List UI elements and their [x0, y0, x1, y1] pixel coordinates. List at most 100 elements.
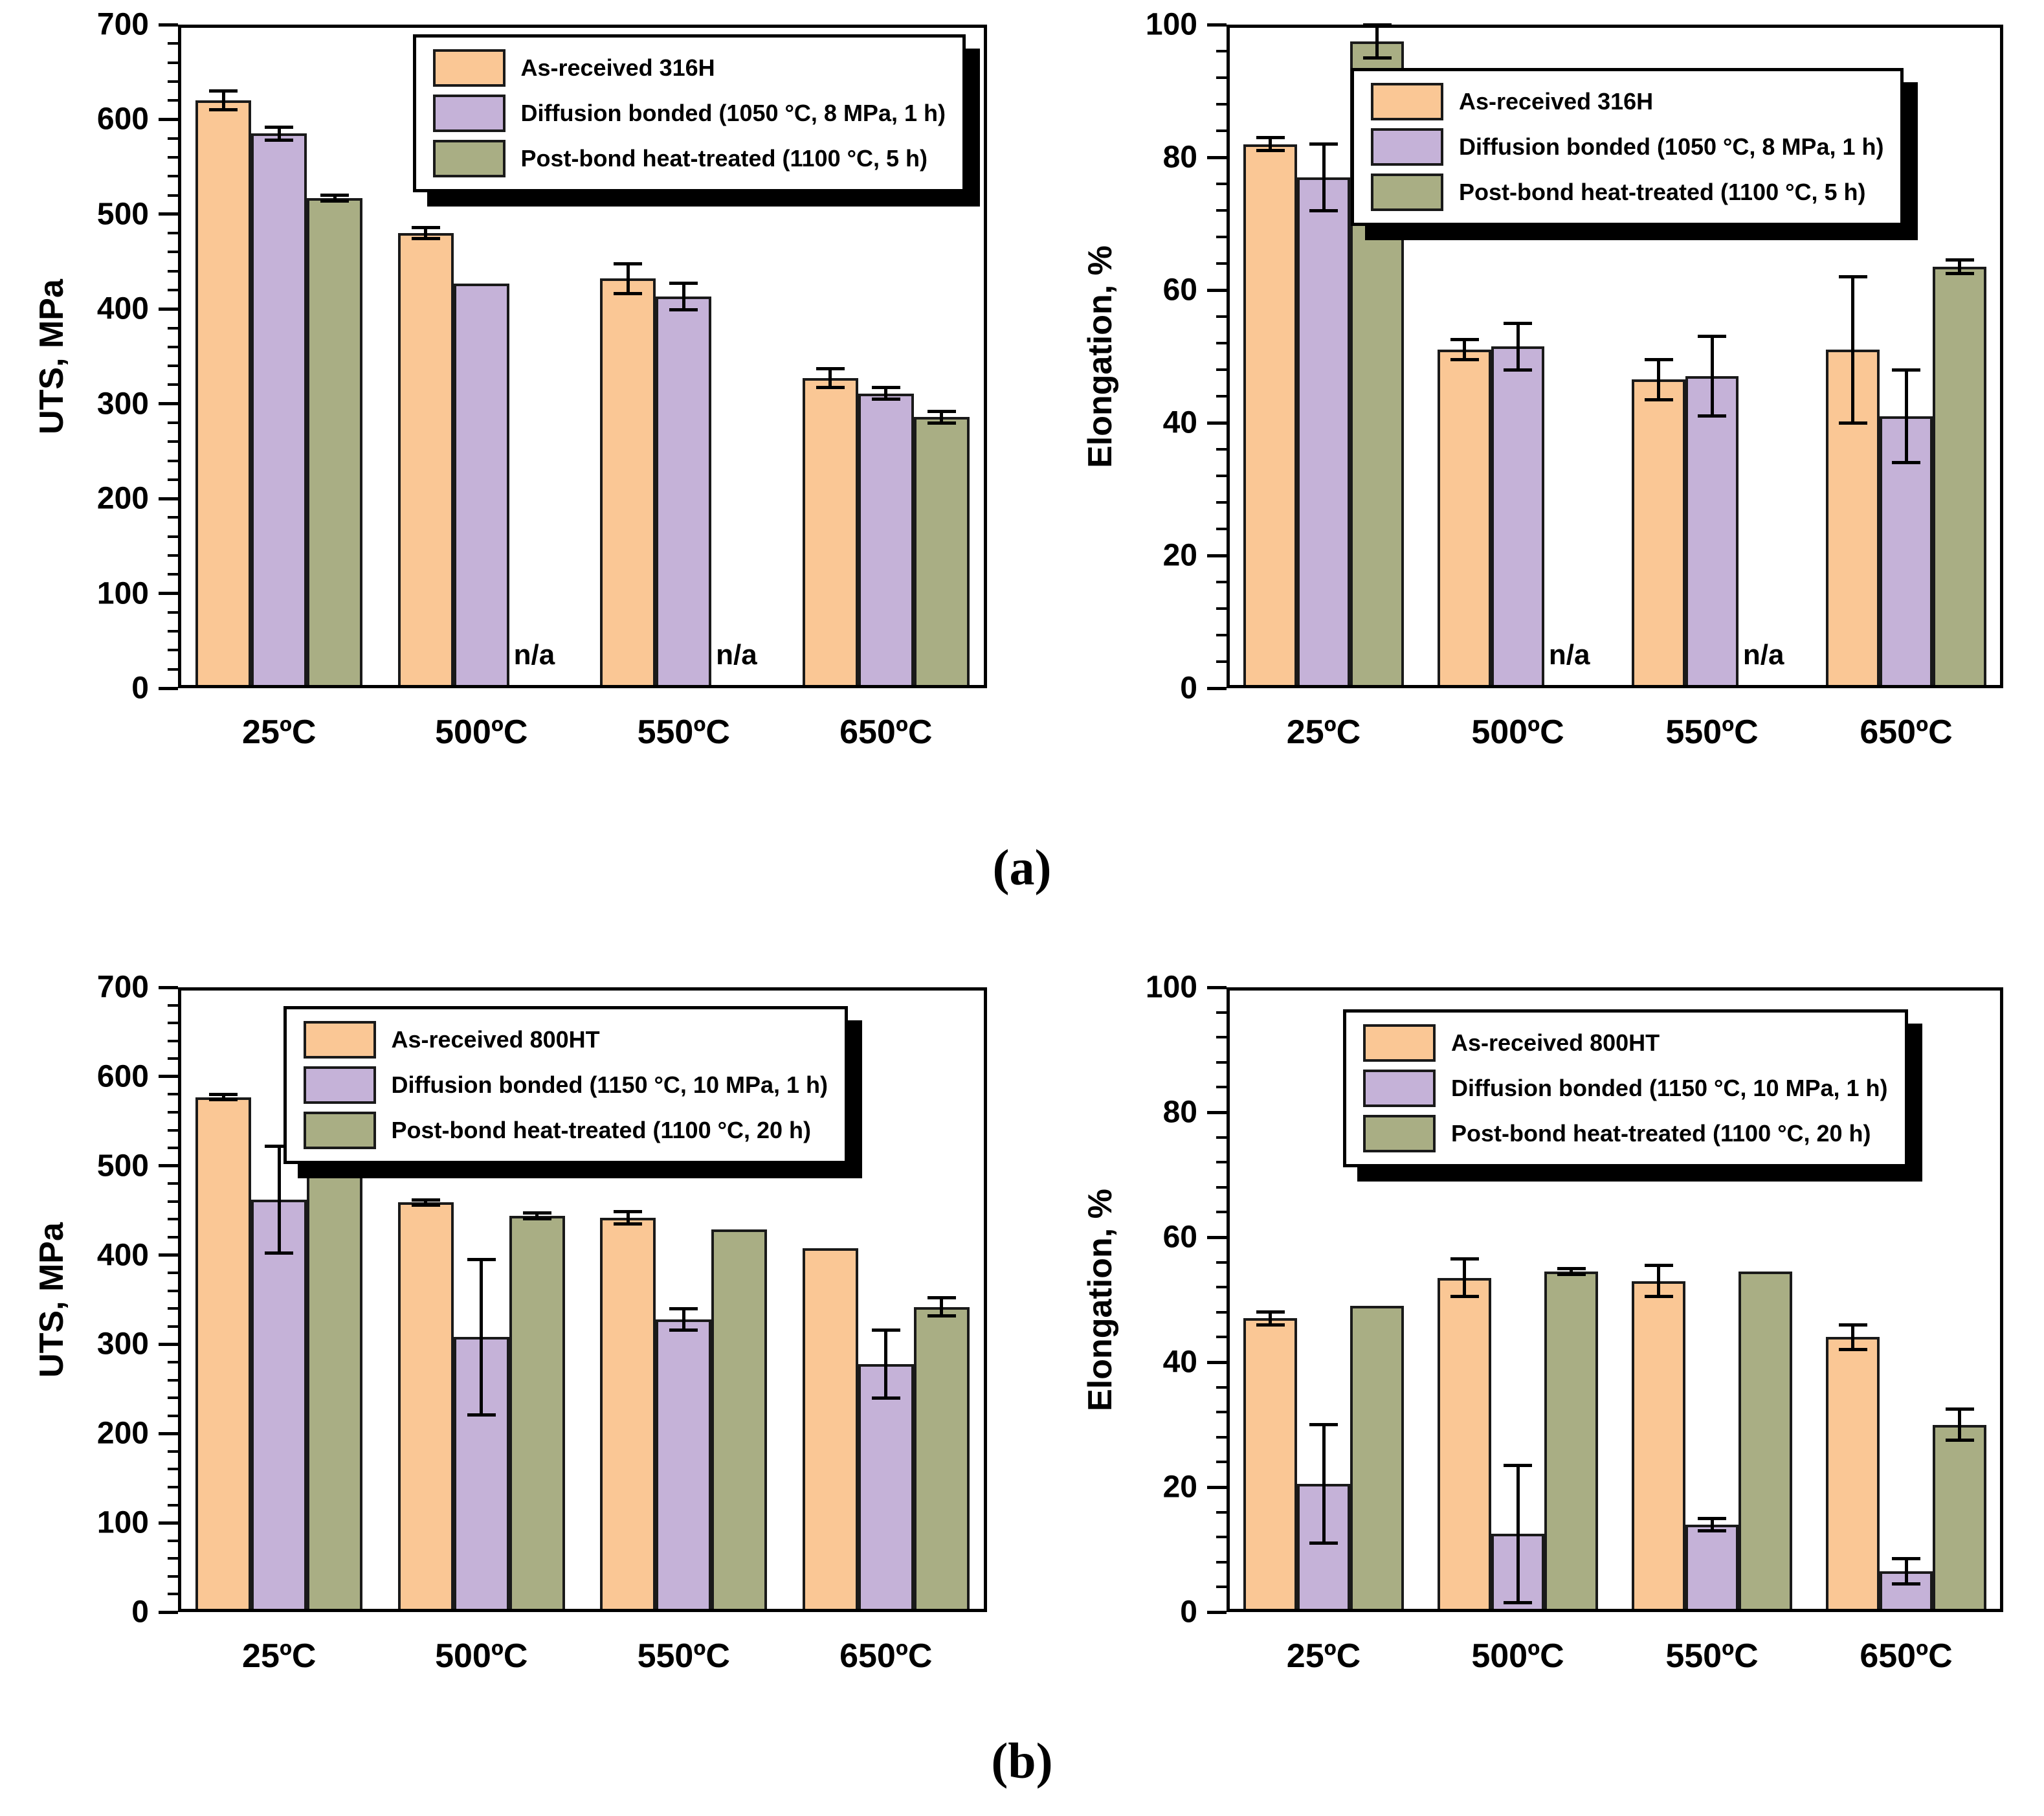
error-bar-cap	[1450, 1295, 1479, 1299]
y-minor-tick	[168, 1057, 178, 1060]
error-bar-cap	[1698, 1529, 1726, 1533]
error-bar-cap	[927, 1296, 956, 1300]
y-minor-tick	[168, 137, 178, 140]
bar	[397, 1202, 454, 1612]
legend-item: As-received 800HT	[303, 1020, 828, 1059]
error-bar-cap	[265, 125, 294, 129]
error-bar-cap	[1504, 321, 1532, 325]
legend-label: Post-bond heat-treated (1100 °C, 20 h)	[1451, 1119, 1871, 1147]
error-bar-cap	[1644, 1263, 1673, 1267]
error-bar-cap	[816, 386, 845, 390]
error-bar	[1516, 1465, 1520, 1603]
bar	[1350, 1306, 1404, 1612]
bar	[656, 297, 712, 688]
error-bar-cap	[1309, 1541, 1338, 1545]
error-bar	[1851, 276, 1854, 423]
y-minor-tick	[1216, 262, 1227, 265]
y-minor-tick	[168, 1093, 178, 1096]
legend-label: Diffusion bonded (1150 °C, 10 MPa, 1 h)	[391, 1071, 828, 1098]
panel-b-label: (b)	[991, 1732, 1053, 1789]
y-minor-tick	[168, 175, 178, 178]
y-minor-tick	[168, 440, 178, 443]
error-bar-cap	[614, 262, 643, 265]
y-tick-label: 400	[96, 1238, 149, 1273]
y-minor-tick	[168, 61, 178, 64]
legend-swatch	[432, 140, 505, 178]
y-tick-label: 100	[1145, 970, 1197, 1005]
bar	[1544, 1272, 1598, 1612]
error-bar	[1375, 25, 1379, 58]
y-minor-tick	[1216, 1310, 1227, 1314]
error-bar-cap	[1838, 421, 1867, 425]
y-minor-tick	[168, 1414, 178, 1417]
y-minor-tick	[1216, 395, 1227, 398]
error-bar-cap	[209, 1098, 238, 1102]
na-label: n/a	[513, 639, 555, 671]
y-minor-tick	[1216, 1411, 1227, 1414]
y-minor-tick	[168, 1111, 178, 1114]
error-bar-cap	[209, 89, 238, 93]
panel-a-label: (a)	[992, 839, 1052, 895]
y-tick-label: 40	[1162, 405, 1197, 440]
error-bar-cap	[1838, 1348, 1867, 1352]
error-bar-cap	[467, 1257, 496, 1261]
y-minor-tick	[1216, 607, 1227, 610]
y-minor-tick	[168, 516, 178, 519]
legend-item: Diffusion bonded (1050 °C, 8 MPa, 1 h)	[1371, 128, 1883, 166]
error-bar-cap	[669, 1306, 698, 1310]
bar	[397, 233, 454, 688]
error-bar-cap	[1557, 1273, 1586, 1277]
error-bar-cap	[1450, 1257, 1479, 1261]
error-bar-cap	[209, 108, 238, 112]
y-tick	[1207, 288, 1227, 292]
error-bar-cap	[320, 199, 350, 203]
y-minor-tick	[1216, 368, 1227, 371]
y-minor-tick	[1216, 1211, 1227, 1214]
error-bar-cap	[1256, 1323, 1285, 1327]
y-minor-tick	[168, 1450, 178, 1453]
y-tick	[159, 212, 178, 216]
legend-item: Diffusion bonded (1150 °C, 10 MPa, 1 h)	[1363, 1069, 1888, 1107]
y-tick	[159, 592, 178, 596]
na-label: n/a	[716, 639, 757, 671]
x-category-label: 550ºC	[637, 713, 730, 751]
plot-area: 0 20 40 60 80 100 n/a n/a As-received 316H Diffus…	[1146, 8, 2003, 706]
error-bar	[682, 1308, 685, 1330]
error-bar-cap	[1450, 338, 1479, 342]
y-minor-tick	[1216, 1560, 1227, 1564]
y-tick-label: 100	[96, 576, 149, 611]
error-bar	[277, 127, 281, 140]
legend: As-received 316H Diffusion bonded (1050 °…	[1351, 67, 1904, 226]
error-bar-cap	[1892, 461, 1920, 464]
y-minor-tick	[168, 326, 178, 330]
bar	[656, 1319, 712, 1612]
x-category-label: 650ºC	[1860, 1637, 1953, 1675]
error-bar	[1657, 359, 1660, 400]
bar	[1933, 267, 1986, 688]
error-bar-cap	[1309, 142, 1338, 146]
y-minor-tick	[168, 1361, 178, 1363]
x-category-label: 25ºC	[1286, 713, 1361, 751]
y-minor-tick	[168, 1022, 178, 1025]
error-bar	[480, 1259, 483, 1415]
error-bar-cap	[1256, 135, 1285, 139]
y-minor-tick	[168, 1539, 178, 1542]
y-tick	[159, 307, 178, 311]
y-minor-tick	[1216, 103, 1227, 106]
bar	[1438, 1277, 1491, 1612]
error-bar-cap	[1557, 1266, 1586, 1270]
y-minor-tick	[1216, 1161, 1227, 1164]
y-minor-tick	[1216, 1036, 1227, 1039]
y-minor-tick	[1216, 1336, 1227, 1339]
error-bar-cap	[1838, 1323, 1867, 1327]
error-bar-cap	[1309, 208, 1338, 212]
y-tick	[1207, 1485, 1227, 1489]
y-minor-tick	[1216, 475, 1227, 477]
legend-label: As-received 316H	[1459, 87, 1654, 115]
error-bar	[626, 1211, 630, 1224]
bar	[1243, 1318, 1297, 1612]
error-bar-cap	[614, 1209, 643, 1213]
bar	[453, 283, 509, 688]
error-bar-cap	[669, 1328, 698, 1332]
legend-item: As-received 316H	[1371, 82, 1883, 120]
